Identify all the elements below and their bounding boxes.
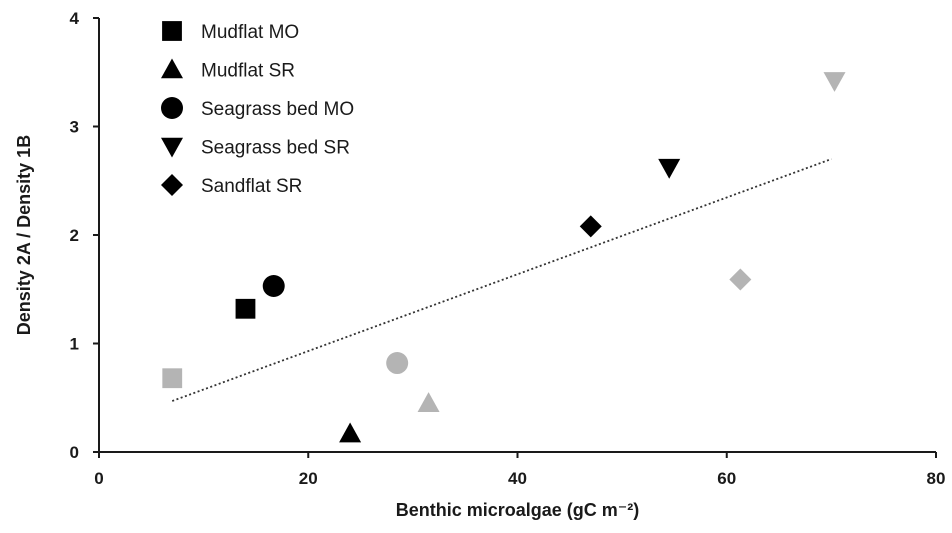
legend-label: Mudflat MO <box>201 22 299 43</box>
x-tick-label: 40 <box>508 469 527 488</box>
x-tick-label: 20 <box>299 469 318 488</box>
data-point-diamond <box>729 268 752 291</box>
x-axis-ticks: 0 20 40 60 80 <box>94 452 945 488</box>
legend-marker-circle <box>161 97 183 119</box>
y-tick-label: 4 <box>70 9 80 28</box>
legend-marker-triangle-down <box>161 137 183 158</box>
data-point-circle <box>262 274 285 297</box>
legend-marker-square <box>162 21 182 41</box>
trendline <box>171 158 832 402</box>
legend: Mudflat MO Mudflat SR Seagrass bed MO Seagr… <box>161 21 354 197</box>
legend-marker-triangle-up <box>161 58 183 79</box>
data-point-triangle-down <box>658 158 681 179</box>
x-tick-label: 80 <box>927 469 946 488</box>
x-axis-title: Benthic microalgae (gC m⁻²) <box>396 500 640 520</box>
y-axis-title: Density 2A / Density 1B <box>14 135 34 335</box>
y-tick-label: 1 <box>70 335 79 354</box>
y-tick-label: 3 <box>70 118 79 137</box>
legend-label: Mudflat SR <box>201 61 295 82</box>
data-points <box>162 72 846 443</box>
x-tick-label: 0 <box>94 469 103 488</box>
y-axis-ticks: 0 1 2 3 4 <box>70 9 99 462</box>
y-tick-label: 0 <box>70 443 79 462</box>
x-tick-label: 60 <box>717 469 736 488</box>
data-point-diamond <box>579 215 602 238</box>
data-point-triangle-up <box>339 422 362 443</box>
legend-label: Sandflat SR <box>201 176 302 197</box>
legend-marker-diamond <box>161 174 183 196</box>
legend-label: Seagrass bed MO <box>201 99 354 120</box>
data-point-triangle-down <box>823 72 846 92</box>
data-point-circle <box>386 352 409 375</box>
data-point-triangle-up <box>417 392 440 412</box>
legend-label: Seagrass bed SR <box>201 138 350 159</box>
data-point-square <box>162 368 183 389</box>
data-point-square <box>235 298 256 319</box>
y-tick-label: 2 <box>70 226 79 245</box>
